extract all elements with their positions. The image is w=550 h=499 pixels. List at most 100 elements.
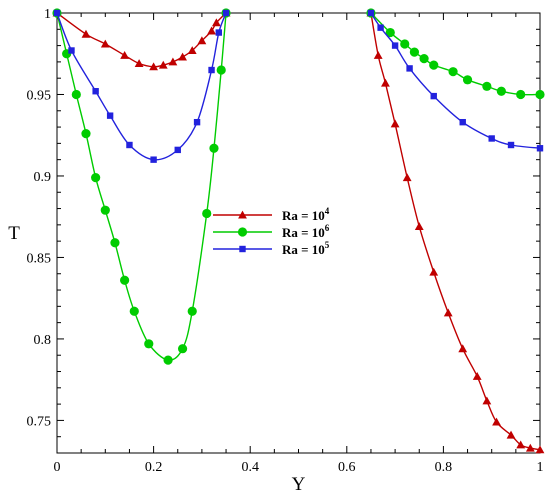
data-point [516, 440, 526, 449]
data-point [134, 59, 144, 68]
data-point [496, 86, 506, 96]
x-tick-label: 0.6 [338, 460, 356, 475]
data-point [367, 9, 375, 17]
data-point [488, 135, 495, 142]
data-point [209, 143, 219, 153]
data-point [525, 443, 535, 452]
y-axis-title: T [8, 223, 20, 244]
data-point [482, 81, 492, 91]
data-point [187, 306, 197, 316]
data-point [536, 145, 544, 152]
data-point [110, 238, 120, 248]
y-tick-label: 0.75 [27, 414, 52, 429]
data-point [129, 306, 139, 316]
data-point [419, 54, 429, 64]
data-point [377, 24, 384, 31]
data-point [197, 36, 207, 45]
data-point [406, 65, 413, 72]
data-point [409, 47, 420, 57]
data-point [144, 339, 154, 349]
data-point [211, 18, 221, 27]
data-point [429, 267, 439, 276]
y-tick-label: 0.8 [34, 333, 52, 348]
series-line [370, 12, 541, 96]
data-point [120, 50, 130, 59]
data-point [120, 275, 130, 285]
data-point [430, 92, 437, 100]
legend-label: Ra = 104 [282, 206, 330, 223]
y-tick-label: 0.9 [34, 170, 52, 185]
data-point [459, 118, 466, 126]
x-axis: 0 0.2 0.4 0.6 0.8 1 [54, 13, 544, 475]
data-point [215, 29, 223, 36]
data-point [202, 208, 212, 219]
data-point [535, 445, 545, 454]
y-axis: 0.75 0.8 0.85 0.9 0.95 1 [27, 7, 540, 454]
data-point [174, 146, 181, 154]
legend-marker [238, 210, 247, 219]
data-point [482, 396, 492, 405]
legend-label: Ra = 106 [282, 223, 330, 240]
series-line [370, 12, 541, 451]
data-point [391, 42, 399, 49]
data-point [492, 417, 501, 426]
data-point [177, 344, 188, 354]
data-point [106, 112, 114, 119]
data-point [150, 156, 157, 163]
data-point [414, 222, 424, 231]
data-point [68, 47, 75, 54]
x-axis-title: Y [292, 474, 306, 495]
data-point [168, 57, 178, 66]
data-point [91, 172, 101, 183]
data-point [443, 308, 453, 317]
data-point [71, 89, 81, 100]
data-point [193, 118, 201, 126]
y-tick-label: 1 [44, 7, 51, 22]
data-point [92, 88, 99, 95]
data-point [385, 27, 395, 38]
data-point [381, 78, 390, 87]
data-point [187, 46, 197, 55]
data-point [178, 52, 187, 61]
data-point [506, 430, 516, 439]
data-point [81, 128, 91, 139]
data-point [373, 50, 383, 59]
data-point [53, 9, 61, 17]
data-point [100, 39, 110, 48]
data-point [390, 119, 400, 128]
data-point [458, 344, 468, 353]
data-point [163, 355, 173, 365]
data-point [402, 173, 412, 182]
x-tick-label: 0.4 [241, 460, 259, 475]
series-0 [52, 8, 545, 454]
data-point [149, 62, 158, 71]
data-point [516, 89, 526, 100]
data-point [472, 372, 482, 380]
x-tick-label: 0.2 [145, 460, 163, 475]
series-line [56, 12, 227, 161]
x-tick-label: 0 [54, 460, 61, 475]
data-point [400, 39, 410, 49]
data-point [126, 141, 133, 149]
series-2 [53, 9, 544, 163]
data-point [208, 66, 215, 74]
data-point [462, 75, 473, 85]
legend-label: Ra = 105 [282, 240, 330, 257]
data-point [216, 65, 226, 75]
data-point [448, 67, 458, 77]
data-point [507, 141, 515, 149]
data-point [535, 89, 545, 100]
data-point [222, 9, 230, 17]
data-point [158, 60, 168, 69]
y-tick-label: 0.95 [27, 88, 52, 103]
data-point [207, 26, 216, 35]
series-1 [52, 8, 545, 365]
x-tick-label: 1 [537, 460, 544, 475]
y-tick-label: 0.85 [27, 251, 52, 266]
data-point [100, 205, 110, 215]
legend-marker [239, 245, 246, 253]
data-point [81, 29, 91, 38]
data-point [429, 60, 439, 70]
